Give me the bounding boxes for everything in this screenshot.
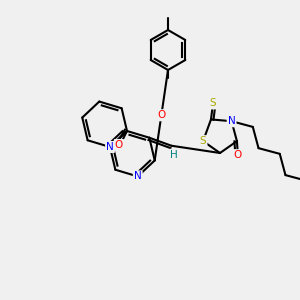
Text: O: O [234, 150, 242, 160]
Text: N: N [106, 142, 114, 152]
Text: S: S [200, 136, 206, 146]
Text: N: N [228, 116, 236, 126]
Text: O: O [115, 140, 123, 150]
Text: N: N [134, 171, 142, 182]
Text: S: S [210, 98, 216, 108]
Text: H: H [170, 150, 178, 160]
Text: O: O [157, 110, 166, 120]
